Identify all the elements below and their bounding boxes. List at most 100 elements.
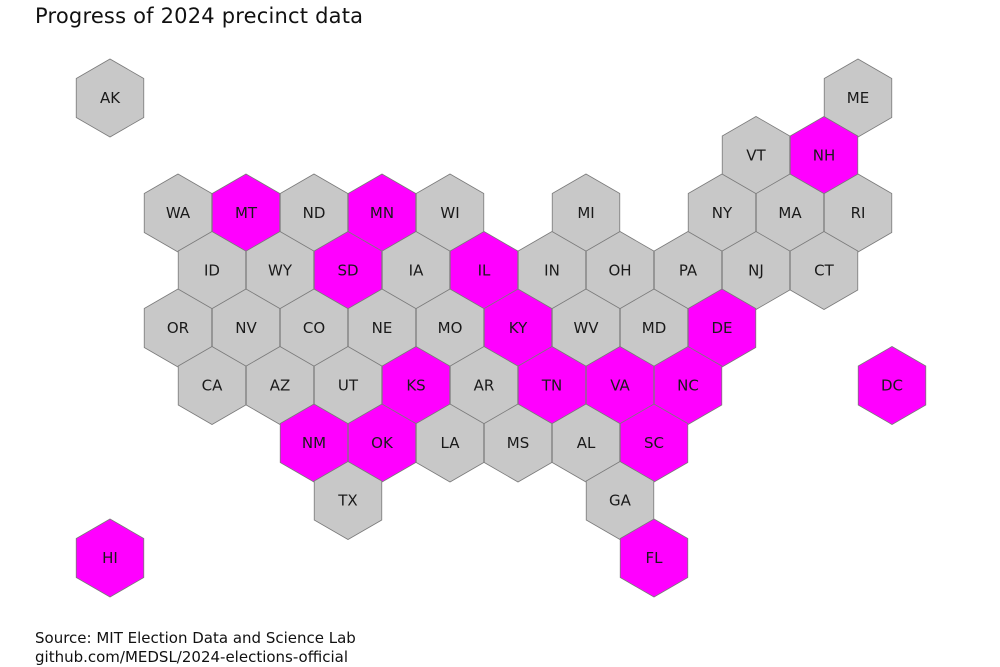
hex-tile — [177, 346, 247, 425]
state-hex-dc: DC — [857, 346, 927, 425]
state-hex-ks: KS — [381, 346, 451, 425]
state-hex-hi: HI — [75, 518, 145, 598]
state-hex-oh: OH — [585, 231, 655, 310]
state-label: AK — [100, 89, 121, 107]
state-hex-wa: WA — [143, 173, 213, 253]
state-label: WA — [166, 204, 191, 222]
source-line: Source: MIT Election Data and Science La… — [35, 629, 356, 647]
state-label: NV — [235, 319, 257, 337]
state-label: DC — [881, 377, 903, 395]
state-label: HI — [102, 549, 118, 567]
state-label: NY — [712, 204, 733, 222]
state-label: MD — [642, 319, 667, 337]
state-hex-nj: NJ — [721, 231, 791, 310]
state-label: KY — [509, 319, 528, 337]
state-label: IL — [478, 262, 491, 280]
state-label: NH — [813, 147, 836, 165]
state-label: MO — [438, 319, 463, 337]
state-hex-fl: FL — [619, 518, 689, 598]
state-label: NJ — [748, 262, 764, 280]
state-label: OK — [371, 434, 394, 452]
state-label: CT — [814, 262, 834, 280]
state-label: AL — [577, 434, 596, 452]
state-label: MN — [370, 204, 394, 222]
state-label: FL — [646, 549, 664, 567]
state-label: PA — [679, 262, 698, 280]
state-hex-mn: MN — [347, 173, 417, 253]
state-label: MS — [507, 434, 529, 452]
state-label: ID — [204, 262, 220, 280]
state-label: NM — [302, 434, 326, 452]
state-label: ND — [303, 204, 326, 222]
state-hex-in: IN — [517, 231, 587, 310]
state-label: CA — [202, 377, 223, 395]
hex-tile — [857, 346, 927, 425]
state-hex-tn: TN — [517, 346, 587, 425]
source-url: github.com/MEDSL/2024-elections-official — [35, 648, 349, 666]
state-label: GA — [609, 492, 632, 510]
state-hex-ar: AR — [449, 346, 519, 425]
state-hex-ms: MS — [483, 403, 553, 483]
state-label: AZ — [270, 377, 291, 395]
state-label: MI — [577, 204, 594, 222]
state-label: VA — [610, 377, 630, 395]
state-hex-tx: TX — [313, 461, 383, 540]
state-hex-ma: MA — [755, 173, 825, 253]
state-label: IN — [544, 262, 560, 280]
state-label: ME — [847, 89, 869, 107]
state-hex-md: MD — [619, 288, 689, 368]
state-label: SD — [337, 262, 358, 280]
state-label: DE — [711, 319, 732, 337]
state-hex-sd: SD — [313, 231, 383, 310]
hex-tile — [619, 518, 689, 598]
state-hex-ky: KY — [483, 288, 553, 368]
state-hex-ne: NE — [347, 288, 417, 368]
state-hex-az: AZ — [245, 346, 315, 425]
state-hex-vt: VT — [721, 116, 791, 195]
state-label: LA — [441, 434, 461, 452]
state-hex-ct: CT — [789, 231, 859, 310]
state-hex-ok: OK — [347, 403, 417, 483]
state-label: WY — [268, 262, 293, 280]
state-hex-pa: PA — [653, 231, 723, 310]
state-hex-ca: CA — [177, 346, 247, 425]
hex-tile — [789, 231, 859, 310]
hex-tile — [75, 518, 145, 598]
hex-tile — [415, 403, 485, 483]
hex-tile — [483, 403, 553, 483]
state-hex-me: ME — [823, 58, 893, 138]
state-hex-ia: IA — [381, 231, 451, 310]
state-label: MT — [235, 204, 258, 222]
state-hex-mt: MT — [211, 173, 281, 253]
state-label: VT — [746, 147, 766, 165]
state-hex-ak: AK — [75, 58, 145, 138]
state-hex-nv: NV — [211, 288, 281, 368]
state-label: WI — [440, 204, 459, 222]
state-hex-nm: NM — [279, 403, 349, 483]
state-label: IA — [409, 262, 424, 280]
state-label: CO — [303, 319, 325, 337]
state-hex-ut: UT — [313, 346, 383, 425]
state-label: OH — [608, 262, 631, 280]
state-hex-wi: WI — [415, 173, 485, 253]
state-hex-mi: MI — [551, 173, 621, 253]
state-hex-nc: NC — [653, 346, 723, 425]
page-title: Progress of 2024 precinct data — [35, 4, 364, 28]
state-label: TX — [337, 492, 357, 510]
state-label: MA — [778, 204, 802, 222]
state-hex-mo: MO — [415, 288, 485, 368]
state-hex-la: LA — [415, 403, 485, 483]
state-label: WV — [573, 319, 599, 337]
hex-tile — [75, 58, 145, 138]
source-credit: Source: MIT Election Data and Science La… — [35, 629, 356, 667]
state-label: AR — [474, 377, 495, 395]
state-label: UT — [338, 377, 359, 395]
state-label: SC — [644, 434, 664, 452]
hex-tile — [313, 461, 383, 540]
state-label: KS — [406, 377, 425, 395]
state-label: NE — [372, 319, 393, 337]
state-label: TN — [541, 377, 562, 395]
state-hex-sc: SC — [619, 403, 689, 483]
state-label: RI — [851, 204, 866, 222]
